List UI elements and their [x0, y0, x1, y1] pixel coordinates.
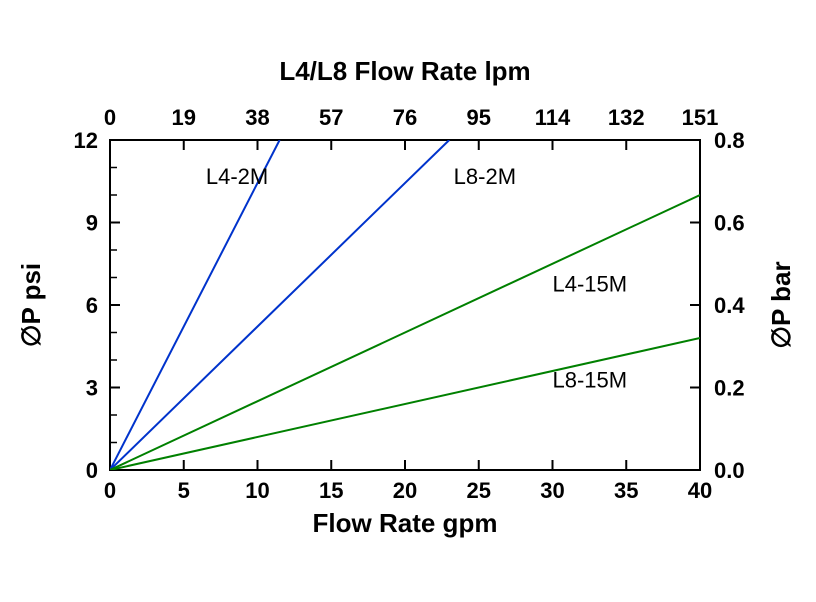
top-tick-label: 114: [535, 105, 571, 130]
bottom-tick-label: 20: [393, 478, 417, 503]
top-tick-label: 132: [608, 105, 645, 130]
series-L4-2M: [110, 140, 280, 470]
right-tick-label: 0.6: [714, 211, 745, 236]
series-label-L4-2M: L4-2M: [206, 164, 268, 189]
plot-border: [110, 140, 700, 470]
series-label-L4-15M: L4-15M: [553, 271, 628, 296]
left-tick-label: 6: [86, 293, 98, 318]
left-tick-label: 12: [74, 128, 98, 153]
left-tick-label: 0: [86, 458, 98, 483]
series-label-L8-15M: L8-15M: [553, 368, 628, 393]
top-axis-title: L4/L8 Flow Rate lpm: [279, 56, 530, 86]
top-tick-label: 57: [319, 105, 343, 130]
bottom-tick-label: 10: [245, 478, 269, 503]
series-L4-15M: [110, 195, 700, 470]
left-tick-label: 9: [86, 211, 98, 236]
bottom-axis-title: Flow Rate gpm: [313, 508, 498, 538]
right-tick-label: 0.8: [714, 128, 745, 153]
bottom-tick-label: 25: [467, 478, 491, 503]
top-tick-label: 0: [104, 105, 116, 130]
bottom-tick-label: 15: [319, 478, 343, 503]
top-tick-label: 151: [682, 105, 719, 130]
left-axis-title: ∅P psi: [16, 263, 46, 347]
top-tick-label: 19: [172, 105, 196, 130]
top-tick-label: 76: [393, 105, 417, 130]
right-tick-label: 0.2: [714, 376, 745, 401]
series-L8-2M: [110, 140, 449, 470]
right-tick-label: 0.4: [714, 293, 745, 318]
chart-svg: 0 5 10 15 20 25 30 35 40 0 19 38 57 76 95 114 132 151 0 3 6 9…: [0, 0, 816, 602]
series-label-L8-2M: L8-2M: [454, 164, 516, 189]
right-axis-title: ∅P bar: [766, 261, 796, 348]
bottom-tick-label: 35: [614, 478, 638, 503]
top-tick-label: 38: [245, 105, 269, 130]
left-tick-label: 3: [86, 376, 98, 401]
bottom-tick-label: 5: [178, 478, 190, 503]
right-tick-label: 0.0: [714, 458, 745, 483]
bottom-tick-label: 30: [540, 478, 564, 503]
top-tick-label: 95: [467, 105, 491, 130]
series-L8-15M: [110, 338, 700, 470]
flow-rate-chart: 0 5 10 15 20 25 30 35 40 0 19 38 57 76 95 114 132 151 0 3 6 9…: [0, 0, 816, 602]
bottom-tick-label: 40: [688, 478, 712, 503]
bottom-tick-label: 0: [104, 478, 116, 503]
